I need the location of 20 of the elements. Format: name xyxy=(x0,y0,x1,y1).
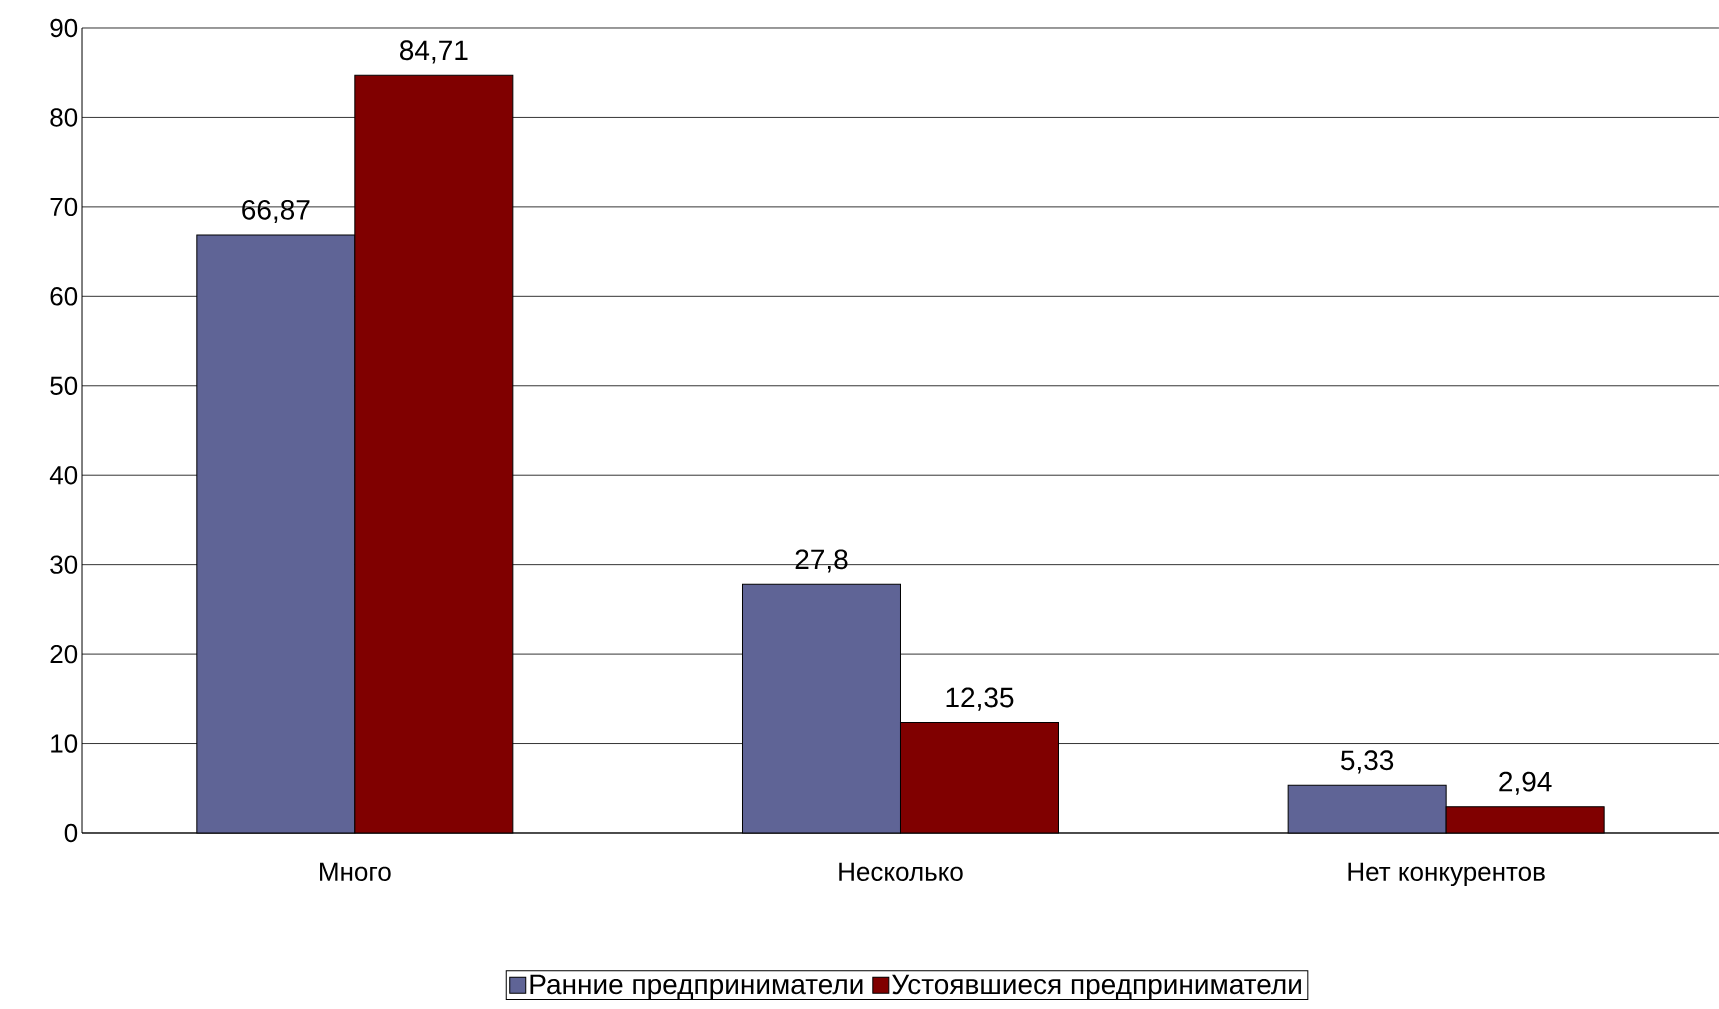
y-tick-label: 10 xyxy=(51,734,78,753)
data-label: 2,94 xyxy=(1499,771,1552,795)
legend-label: Устоявшиеся предприниматели xyxy=(892,974,1301,1000)
x-tick-label: Много xyxy=(320,862,391,881)
data-label: 12,35 xyxy=(946,687,1014,711)
y-tick-label: 20 xyxy=(50,644,78,664)
x-tick-label: Несколько xyxy=(839,862,963,881)
y-tick-label: 60 xyxy=(50,287,78,306)
y-tick-label: 70 xyxy=(50,197,78,217)
x-tick-label: Нет конкурентов xyxy=(1348,862,1545,887)
data-label: 66,87 xyxy=(242,199,310,224)
y-tick-label: 40 xyxy=(49,466,78,485)
y-tick-label: 30 xyxy=(50,555,78,574)
y-tick-label: 50 xyxy=(50,376,78,395)
y-tick-label: 0 xyxy=(64,823,78,843)
data-label: 5,33 xyxy=(1341,750,1394,774)
y-tick-label: 80 xyxy=(50,108,78,127)
legend-label: Ранние предприниматели xyxy=(530,974,863,1000)
data-label: 84,71 xyxy=(400,40,468,64)
y-tick-label: 90 xyxy=(50,18,78,38)
